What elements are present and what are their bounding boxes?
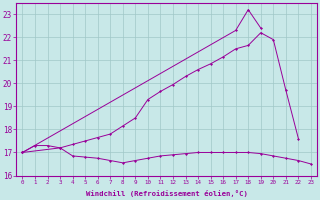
X-axis label: Windchill (Refroidissement éolien,°C): Windchill (Refroidissement éolien,°C)	[86, 190, 248, 197]
